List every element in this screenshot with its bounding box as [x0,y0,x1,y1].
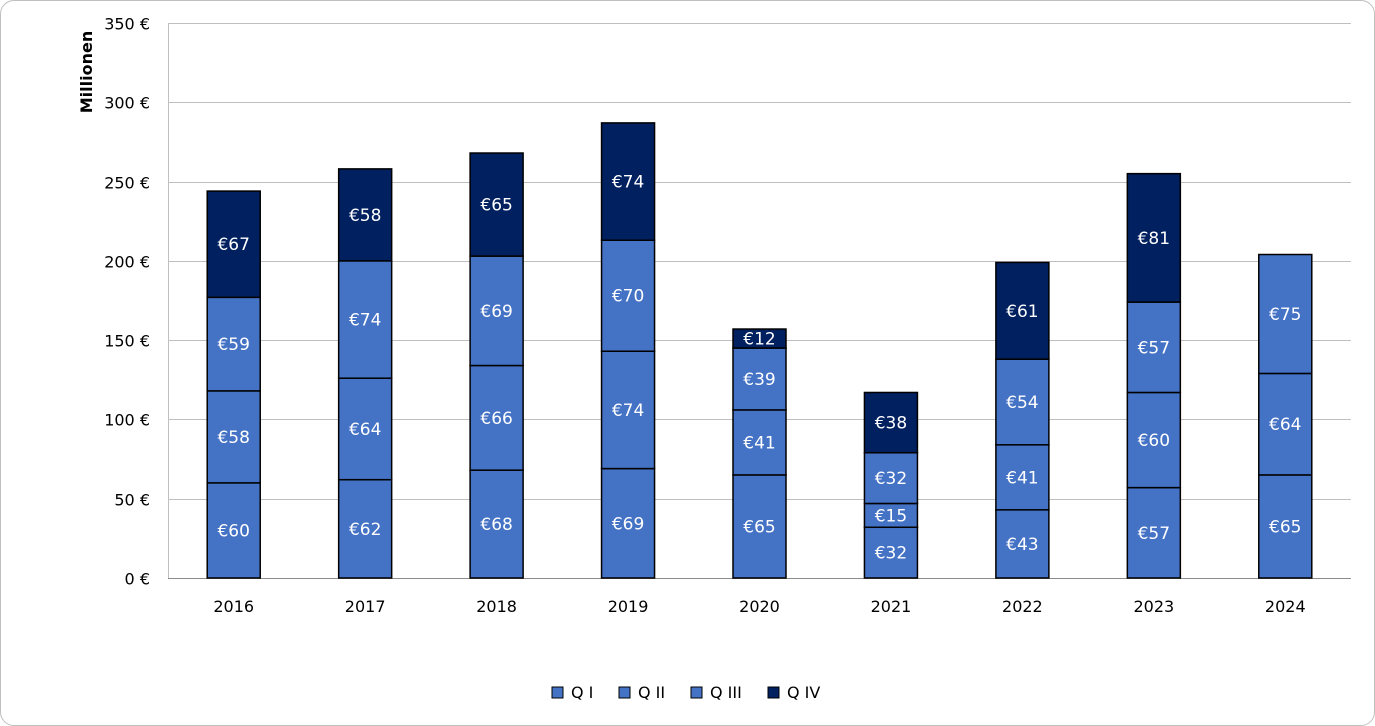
x-tick-label: 2016 [213,597,254,616]
legend-swatch [551,686,564,699]
bars [206,122,1313,579]
bar-segment [1126,391,1182,489]
y-tick-label: 0 € [125,570,150,589]
data-label: €38 [875,414,907,434]
bar-segment [863,391,919,454]
y-tick-label: 150 € [104,332,150,351]
data-label: €62 [349,520,381,540]
data-label: €70 [612,287,644,307]
data-label: €67 [217,235,249,255]
bar-segment [863,526,919,579]
bar-segment [732,474,787,579]
data-label: €12 [743,330,775,350]
legend-swatch [767,686,780,699]
data-label: €15 [875,506,907,526]
legend-swatch [618,686,631,699]
data-label: €41 [743,433,775,453]
data-label: €32 [875,469,907,489]
data-label: €60 [1138,431,1170,451]
data-label: €58 [349,206,381,226]
data-label: €66 [480,409,512,429]
y-tick-label: 350 € [104,15,150,34]
bar-segment [732,347,787,411]
bar-segment [337,478,393,579]
bar-segment [206,482,261,579]
x-tick-label: 2021 [871,597,912,616]
y-tick-label: 250 € [104,174,150,193]
y-axis-label: Millionen [77,31,96,113]
data-label: €54 [1006,393,1038,413]
data-label: €65 [743,517,775,537]
data-label: €61 [1006,302,1038,322]
data-label: €60 [217,521,249,541]
legend-swatch [690,686,703,699]
bar-segment [469,255,524,367]
x-tick-label: 2017 [345,597,386,616]
bar-segment [337,168,393,262]
legend-entry: Q IV [787,683,820,702]
bar-segment [1126,172,1182,303]
legend-entry: Q III [710,683,742,702]
bar-segment [469,469,524,579]
x-tick-label: 2024 [1265,597,1306,616]
data-label: €43 [1006,535,1038,555]
data-label: €64 [1269,415,1301,435]
y-tick-label: 300 € [104,94,150,113]
x-axis-ticks: 2016 2017 2018 2019 2020 2021 2022 2023 2024 [213,597,1305,616]
data-label: €75 [1269,305,1301,325]
bar-segment [600,122,656,241]
data-label: €59 [217,335,249,355]
data-label: €69 [612,514,644,534]
data-label: €81 [1138,229,1170,249]
data-label: €65 [1269,517,1301,537]
data-label: €57 [1138,524,1170,544]
bar-segment [1258,253,1313,375]
bar-segment [600,467,656,579]
bar-segment [863,451,919,505]
bar-segment [206,296,261,392]
bar-segment [1126,486,1182,579]
legend-entry: Q II [638,683,665,702]
data-label: €74 [612,401,644,421]
data-label: €64 [349,420,381,440]
y-tick-label: 100 € [104,411,150,430]
bar-segment [600,350,656,470]
x-tick-label: 2022 [1002,597,1043,616]
y-axis-ticks: 0 € 50 € 100 € 150 € 200 € 250 € 300 € 350 € [104,15,150,589]
bar-segment [337,260,393,379]
x-tick-label: 2019 [608,597,649,616]
data-label: €32 [875,544,907,564]
data-label: €41 [1006,468,1038,488]
y-tick-label: 50 € [114,491,150,510]
data-label: €74 [612,173,644,193]
bar-segment [995,509,1050,579]
bar-segment [469,152,524,257]
bar-segment [995,261,1050,360]
bar-segment [1258,474,1313,579]
bar-segment [1126,301,1182,394]
y-tick-label: 200 € [104,253,150,272]
data-label: €39 [743,370,775,390]
legend: Q I Q II Q III Q IV [551,683,820,702]
bar-segment [732,328,787,349]
data-label: €74 [349,311,381,331]
x-tick-label: 2023 [1133,597,1174,616]
data-label: €57 [1138,338,1170,358]
data-label: €68 [480,515,512,535]
data-label: €65 [480,196,512,216]
bar-segment [732,409,787,476]
data-label: €69 [480,302,512,322]
legend-entry: Q I [571,683,593,702]
data-labels: €60 €58 €59 €67 €62 €64 €74 €58 €68 €66 €69 €65 €69 €… [217,173,1301,564]
bar-segment [206,190,261,299]
data-label: €58 [217,428,249,448]
x-tick-label: 2018 [476,597,517,616]
bar-segment [995,358,1050,446]
bar-segment [600,239,656,352]
bar-segment [995,444,1050,511]
x-tick-label: 2020 [739,597,780,616]
